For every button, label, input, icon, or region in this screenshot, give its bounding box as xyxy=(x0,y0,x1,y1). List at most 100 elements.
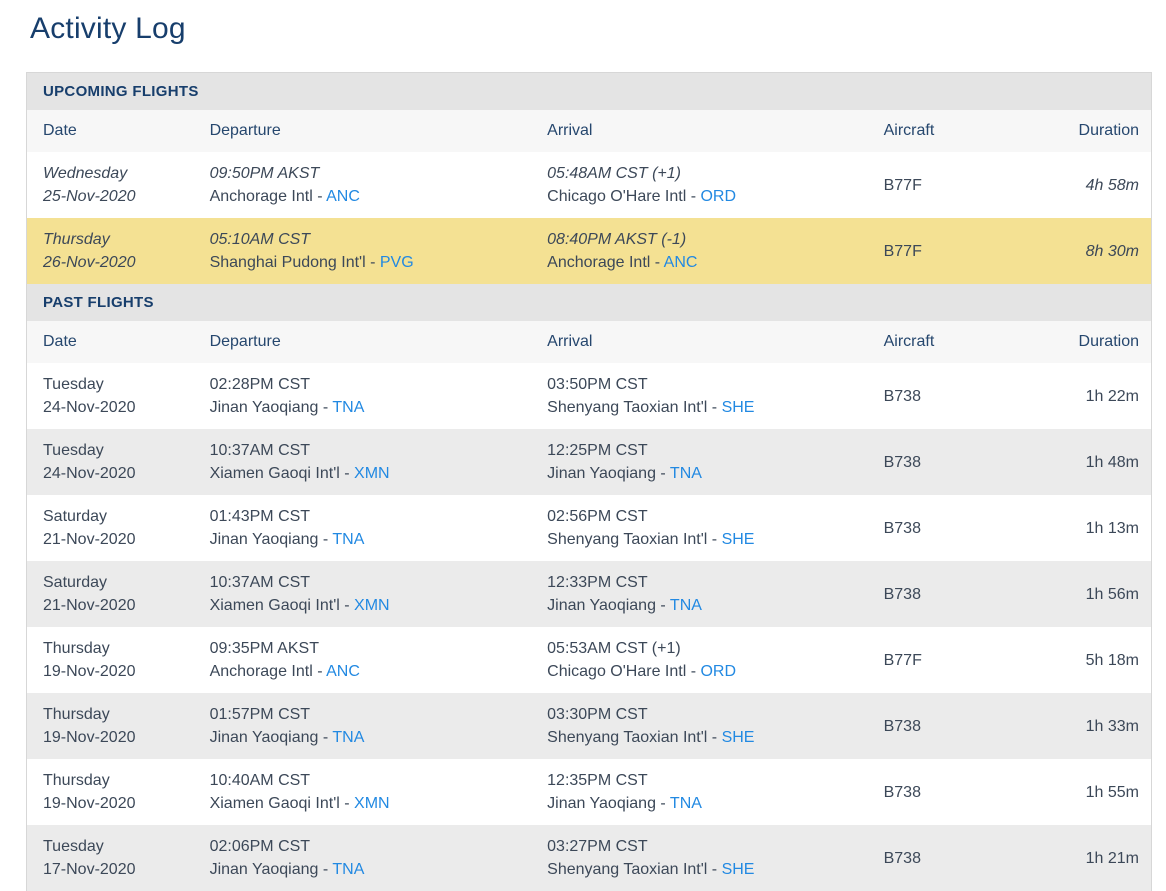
column-header-departure: Departure xyxy=(209,333,281,350)
flight-section: UPCOMING FLIGHTS Date Departure Arrival … xyxy=(27,73,1151,284)
departure-airport: Jinan Yaoqiang xyxy=(209,729,319,746)
departure-airport: Xiamen Gaoqi Int'l xyxy=(209,465,340,482)
arrival-time: 03:50PM CST xyxy=(547,376,648,393)
flight-departure-cell: 02:06PM CST Jinan Yaoqiang - TNA xyxy=(210,835,548,881)
arrival-time: 03:30PM CST xyxy=(547,706,648,723)
flight-duration: 1h 21m xyxy=(1085,849,1139,867)
section-header-past: PAST FLIGHTS xyxy=(27,284,1151,321)
airport-separator: - xyxy=(318,729,333,746)
flight-row: Saturday 21-Nov-2020 01:43PM CST Jinan Yao… xyxy=(27,495,1151,561)
arrival-airport-code-link[interactable]: TNA xyxy=(669,597,702,614)
arrival-airport-code-link[interactable]: TNA xyxy=(669,465,702,482)
arrival-airport: Shenyang Taoxian Int'l xyxy=(547,861,708,878)
flight-duration-cell: 1h 21m xyxy=(1026,847,1139,870)
flight-departure-cell: 02:28PM CST Jinan Yaoqiang - TNA xyxy=(210,373,548,419)
flight-date-cell: Saturday 21-Nov-2020 xyxy=(43,571,210,617)
arrival-time: 12:25PM CST xyxy=(547,442,648,459)
flight-arrival-cell: 05:48AM CST (+1) Chicago O'Hare Intl - OR… xyxy=(547,162,883,208)
aircraft-type: B77F xyxy=(883,242,922,260)
departure-airport-code-link[interactable]: ANC xyxy=(326,188,360,205)
arrival-airport-code-link[interactable]: ANC xyxy=(663,254,698,271)
flight-arrival-cell: 08:40PM AKST (-1) Anchorage Intl - ANC xyxy=(547,228,883,274)
flight-row: Saturday 21-Nov-2020 10:37AM CST Xiamen Ga… xyxy=(27,561,1151,627)
day-of-week: Thursday xyxy=(43,640,110,657)
departure-airport-code-link[interactable]: XMN xyxy=(354,465,390,482)
arrival-airport: Chicago O'Hare Intl xyxy=(547,188,687,205)
day-of-week: Tuesday xyxy=(43,838,104,855)
arrival-airport-code-link[interactable]: ORD xyxy=(700,188,737,205)
airport-separator: - xyxy=(655,795,670,812)
departure-airport-code-link[interactable]: XMN xyxy=(354,597,390,614)
airport-separator: - xyxy=(318,861,333,878)
departure-airport-code-link[interactable]: TNA xyxy=(332,531,365,548)
flight-duration: 8h 30m xyxy=(1085,242,1139,260)
airport-separator: - xyxy=(318,399,333,416)
flight-row: Tuesday 24-Nov-2020 10:37AM CST Xiamen Gao… xyxy=(27,429,1151,495)
departure-airport-code-link[interactable]: ANC xyxy=(326,663,360,680)
flight-aircraft-cell: B738 xyxy=(884,715,1026,738)
departure-airport-code-link[interactable]: TNA xyxy=(332,729,365,746)
departure-airport-code-link[interactable]: PVG xyxy=(379,254,414,271)
flight-aircraft-cell: B77F xyxy=(884,174,1026,197)
flight-row: Wednesday 25-Nov-2020 09:50PM AKST Anchora… xyxy=(27,152,1151,218)
arrival-airport-code-link[interactable]: TNA xyxy=(669,795,702,812)
arrival-airport: Shenyang Taoxian Int'l xyxy=(547,531,708,548)
page-title: Activity Log xyxy=(30,12,186,45)
airport-separator: - xyxy=(339,795,355,812)
arrival-airport-code-link[interactable]: SHE xyxy=(721,531,755,548)
arrival-airport-code-link[interactable]: ORD xyxy=(700,663,737,680)
section-rows: Tuesday 24-Nov-2020 02:28PM CST Jinan Yaoq… xyxy=(27,363,1151,891)
airport-separator: - xyxy=(655,597,670,614)
departure-airport-code-link[interactable]: TNA xyxy=(332,861,365,878)
section-rows: Wednesday 25-Nov-2020 09:50PM AKST Anchora… xyxy=(27,152,1151,284)
column-header-aircraft: Aircraft xyxy=(883,122,935,139)
aircraft-type: B738 xyxy=(883,387,921,405)
aircraft-type: B77F xyxy=(883,651,922,669)
flight-duration-cell: 5h 18m xyxy=(1026,649,1139,672)
departure-airport-code-link[interactable]: TNA xyxy=(332,399,365,416)
flight-duration: 4h 58m xyxy=(1085,176,1139,194)
flight-duration-cell: 1h 55m xyxy=(1026,781,1139,804)
day-of-week: Saturday xyxy=(43,574,108,591)
departure-time: 01:57PM CST xyxy=(209,706,311,723)
flight-duration-cell: 8h 30m xyxy=(1026,240,1139,263)
day-of-week: Tuesday xyxy=(43,442,104,459)
day-of-week: Thursday xyxy=(43,706,110,723)
flight-date-cell: Thursday 19-Nov-2020 xyxy=(43,703,210,749)
flight-row: Thursday 19-Nov-2020 10:40AM CST Xiamen Ga… xyxy=(27,759,1151,825)
airport-separator: - xyxy=(686,188,701,205)
flight-date: 19-Nov-2020 xyxy=(43,663,136,680)
flight-date: 17-Nov-2020 xyxy=(43,861,136,878)
flight-aircraft-cell: B738 xyxy=(884,781,1026,804)
column-header-arrival: Arrival xyxy=(547,122,593,139)
aircraft-type: B738 xyxy=(883,849,921,867)
flight-departure-cell: 10:37AM CST Xiamen Gaoqi Int'l - XMN xyxy=(210,571,548,617)
airport-separator: - xyxy=(318,531,333,548)
day-of-week: Thursday xyxy=(43,772,110,789)
departure-airport: Xiamen Gaoqi Int'l xyxy=(209,795,340,812)
flight-date-cell: Wednesday 25-Nov-2020 xyxy=(43,162,210,208)
flight-aircraft-cell: B77F xyxy=(884,240,1026,263)
aircraft-type: B738 xyxy=(883,717,921,735)
arrival-airport-code-link[interactable]: SHE xyxy=(721,399,755,416)
departure-airport: Xiamen Gaoqi Int'l xyxy=(209,597,340,614)
arrival-time: 08:40PM AKST (-1) xyxy=(547,231,687,248)
arrival-airport-code-link[interactable]: SHE xyxy=(721,729,755,746)
flight-duration-cell: 1h 48m xyxy=(1026,451,1139,474)
departure-airport-code-link[interactable]: XMN xyxy=(354,795,390,812)
column-header-duration: Duration xyxy=(1078,122,1139,139)
arrival-airport: Jinan Yaoqiang xyxy=(547,465,656,482)
arrival-airport: Shenyang Taoxian Int'l xyxy=(547,729,708,746)
flight-duration: 1h 22m xyxy=(1085,387,1139,405)
column-header-date: Date xyxy=(43,122,77,139)
flight-departure-cell: 10:37AM CST Xiamen Gaoqi Int'l - XMN xyxy=(210,439,548,485)
flight-section: PAST FLIGHTS Date Departure Arrival Airc… xyxy=(27,284,1151,891)
flight-date-cell: Thursday 26-Nov-2020 xyxy=(43,228,210,274)
flight-row: Thursday 19-Nov-2020 09:35PM AKST Anchorag… xyxy=(27,627,1151,693)
flight-arrival-cell: 03:27PM CST Shenyang Taoxian Int'l - SHE xyxy=(547,835,883,881)
flight-row: Tuesday 17-Nov-2020 02:06PM CST Jinan Yaoq… xyxy=(27,825,1151,891)
arrival-airport-code-link[interactable]: SHE xyxy=(721,861,755,878)
activity-table: UPCOMING FLIGHTS Date Departure Arrival … xyxy=(26,72,1152,891)
flight-arrival-cell: 12:33PM CST Jinan Yaoqiang - TNA xyxy=(547,571,883,617)
column-header-date: Date xyxy=(43,333,77,350)
